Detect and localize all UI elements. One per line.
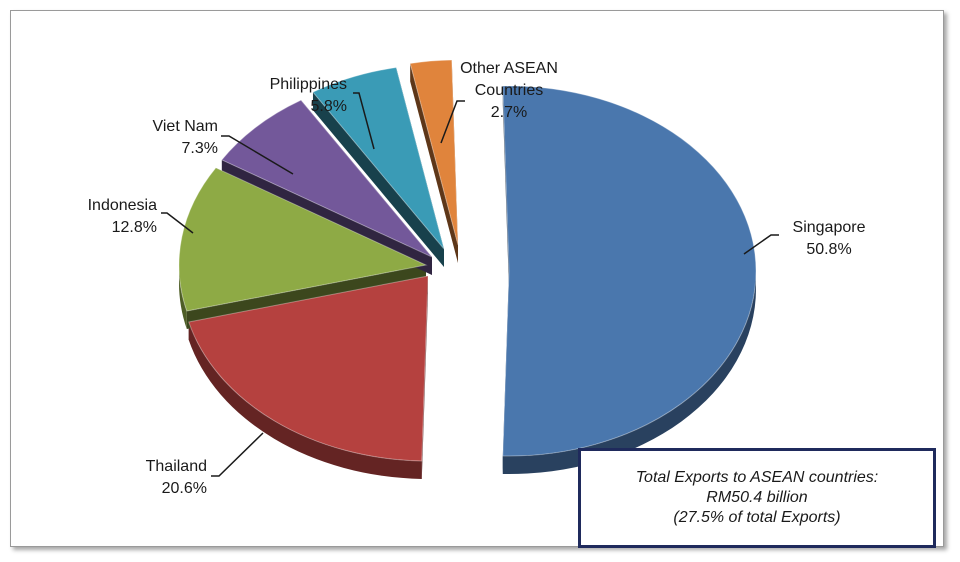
annotation-box: Total Exports to ASEAN countries: RM50.4… <box>578 448 936 548</box>
slice-other-asean-countries <box>409 59 459 246</box>
slice-thailand <box>188 275 429 462</box>
slice-outer-wall <box>188 322 422 479</box>
slice-value-label: 50.8% <box>806 241 851 258</box>
leader-line <box>353 92 375 150</box>
slice-side-wall <box>421 276 428 479</box>
slice-label: Thailand 20.6% <box>146 458 207 497</box>
pie-tops <box>178 59 757 462</box>
chart-frame: Singapore 50.8% Thailand 20.6% Indonesia 12.8… <box>10 10 944 548</box>
slice-indonesia <box>178 167 428 312</box>
annotation-line-2: RM50.4 billion <box>706 489 808 506</box>
slice-value-label: 20.6% <box>162 480 207 497</box>
leader-line <box>440 100 465 144</box>
pie-chart: Singapore 50.8% Thailand 20.6% Indonesia 12.8… <box>88 59 866 497</box>
slice-side-wall <box>502 86 509 289</box>
slice-value-label: 7.3% <box>182 140 218 157</box>
slice-philippines <box>312 66 445 250</box>
slice-label: Philippines 5.8% <box>270 76 347 115</box>
slice-side-wall <box>312 92 444 267</box>
slice-name-label: Thailand <box>146 458 207 475</box>
leader-line <box>161 212 194 234</box>
slice-label: Indonesia 12.8% <box>88 197 157 236</box>
slice-label: Viet Nam 7.3% <box>152 118 218 157</box>
slice-name-label: Philippines <box>270 76 347 93</box>
slice-name-label: Singapore <box>793 219 866 236</box>
slice-name-label: Other ASEAN <box>460 60 558 77</box>
slice-name-label: Countries <box>475 82 543 99</box>
slice-value-label: 5.8% <box>311 98 347 115</box>
leader-line <box>211 432 264 477</box>
leader-line <box>221 135 294 175</box>
leader-line <box>743 234 779 255</box>
slice-viet-nam <box>221 99 433 258</box>
slice-name-label: Viet Nam <box>152 118 218 135</box>
slice-side-wall <box>410 63 458 263</box>
annotation-line-3: (27.5% of total Exports) <box>673 509 841 526</box>
slice-label: Other ASEAN Countries 2.7% <box>460 60 558 121</box>
slice-value-label: 12.8% <box>112 219 157 236</box>
slice-outer-wall <box>179 265 187 330</box>
slice-label: Singapore 50.8% <box>793 219 866 258</box>
annotation-line-1: Total Exports to ASEAN countries: <box>635 469 879 486</box>
slice-value-label: 2.7% <box>491 104 527 121</box>
slice-outer-wall <box>502 271 756 475</box>
slice-name-label: Indonesia <box>88 197 157 214</box>
slice-labels: Singapore 50.8% Thailand 20.6% Indonesia 12.8… <box>88 60 866 497</box>
slice-singapore <box>502 85 757 457</box>
